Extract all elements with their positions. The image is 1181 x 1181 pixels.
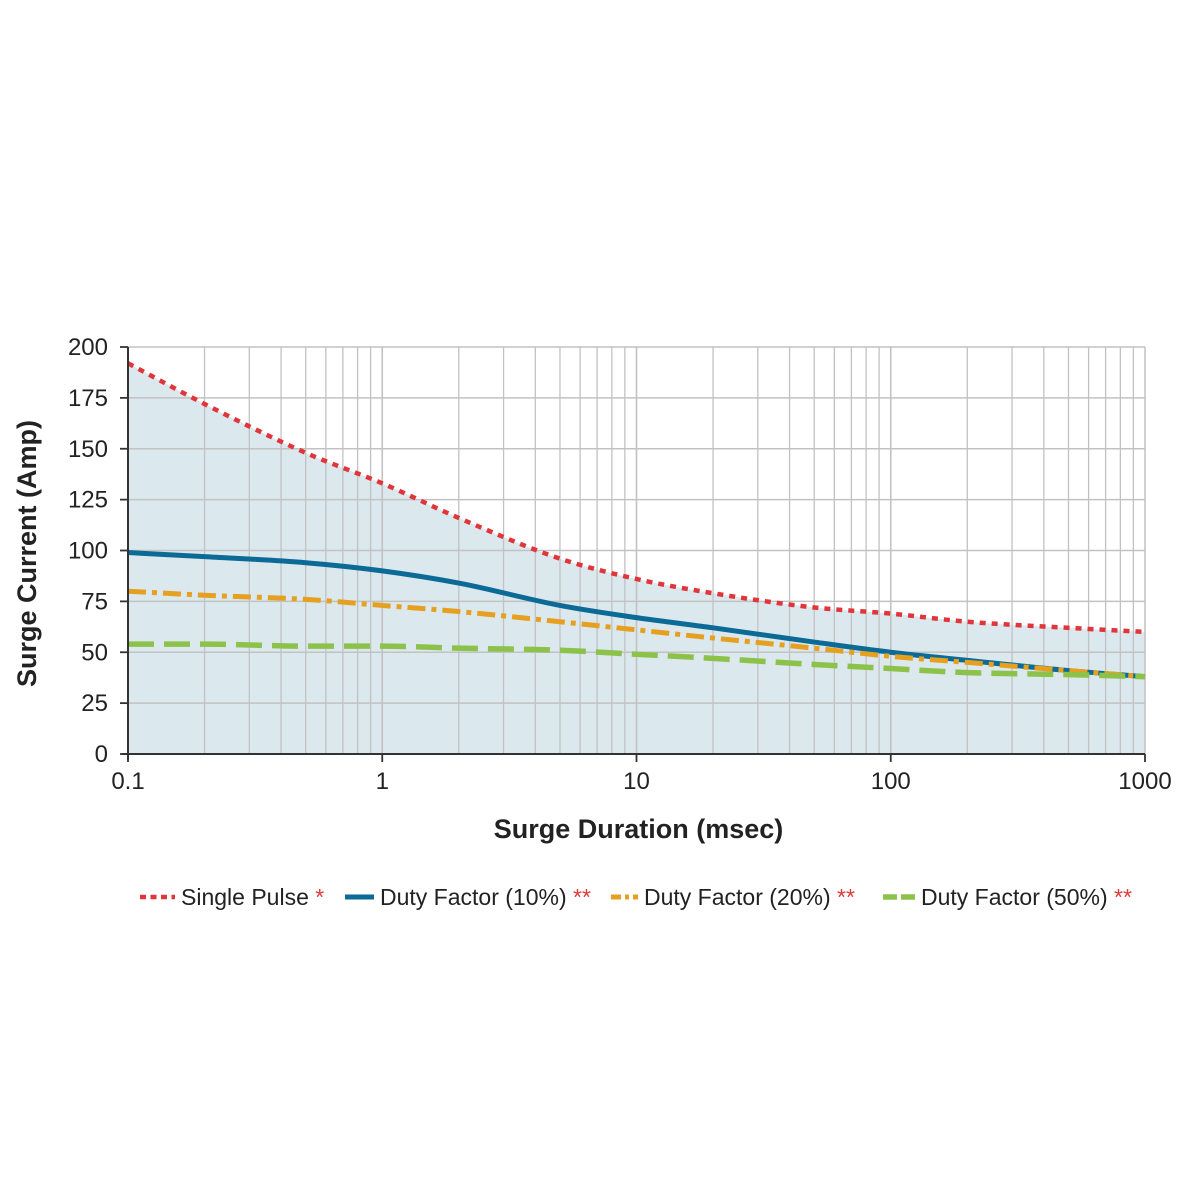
x-tick-label: 1000 bbox=[1118, 768, 1171, 795]
legend-footnote-mark: ** bbox=[1114, 884, 1132, 910]
y-tick-label: 125 bbox=[68, 487, 108, 514]
series-line-3 bbox=[127, 588, 1146, 680]
y-tick-label: 100 bbox=[68, 538, 108, 565]
y-axis-title: Surge Current (Amp) bbox=[12, 420, 42, 687]
axes bbox=[120, 346, 1146, 762]
legend-label-4: Duty Factor (50%) ** bbox=[921, 884, 1132, 910]
legend-label-2: Duty Factor (10%) ** bbox=[380, 884, 591, 910]
legend-series-name: Single Pulse bbox=[181, 884, 315, 910]
y-tick-label: 50 bbox=[81, 639, 108, 666]
grid bbox=[128, 346, 1146, 754]
legend-label-3: Duty Factor (20%) ** bbox=[644, 884, 855, 910]
y-tick-label: 0 bbox=[95, 741, 108, 768]
tick-labels: 0 25 50 75 100 125 150 175 200 0.1 1 10 100 1000 bbox=[68, 334, 1172, 795]
legend-footnote-mark: ** bbox=[573, 884, 591, 910]
x-tick-label: 1 bbox=[376, 768, 389, 795]
legend-series-name: Duty Factor (10%) bbox=[380, 884, 573, 910]
legend-series-name: Duty Factor (50%) bbox=[921, 884, 1114, 910]
legend-series-name: Duty Factor (20%) bbox=[644, 884, 837, 910]
legend-footnote-mark: * bbox=[315, 884, 324, 910]
y-tick-label: 150 bbox=[68, 436, 108, 463]
series-line-4 bbox=[127, 641, 1146, 680]
y-tick-label: 25 bbox=[81, 690, 108, 717]
legend-label-1: Single Pulse * bbox=[181, 884, 324, 910]
legend-footnote-mark: ** bbox=[837, 884, 855, 910]
x-axis-title: Surge Duration (msec) bbox=[494, 814, 784, 844]
series-lines bbox=[126, 361, 1146, 680]
x-tick-label: 0.1 bbox=[111, 768, 144, 795]
series-line-1 bbox=[126, 361, 1146, 635]
legend: Single Pulse * Duty Factor (10%) ** Duty F… bbox=[140, 884, 1132, 910]
y-tick-label: 175 bbox=[68, 385, 108, 412]
y-tick-label: 200 bbox=[68, 334, 108, 361]
x-tick-label: 100 bbox=[871, 768, 911, 795]
y-tick-label: 75 bbox=[81, 588, 108, 615]
x-tick-label: 10 bbox=[623, 768, 650, 795]
